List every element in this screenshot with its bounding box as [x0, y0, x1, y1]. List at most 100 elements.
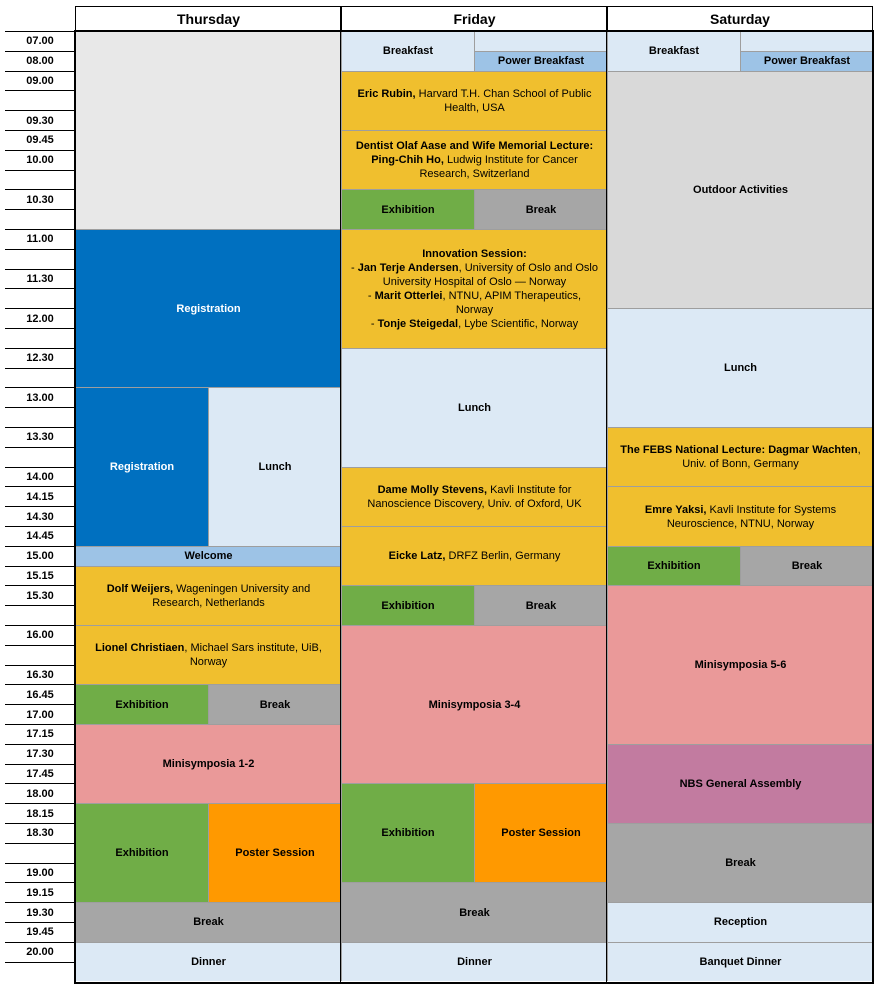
- time-label: [5, 288, 75, 309]
- event-label: Break: [725, 856, 756, 870]
- schedule-event: Breakfast: [607, 31, 740, 71]
- event-title: Dinner: [457, 956, 492, 969]
- schedule-event: [740, 31, 873, 51]
- event-label: Exhibition: [115, 846, 168, 860]
- schedule-event: Break: [474, 585, 607, 625]
- time-label: 15.00: [5, 545, 75, 566]
- schedule-event: Emre Yaksi, Kavli Institute for Systems …: [607, 486, 873, 546]
- time-label: 16.00: [5, 625, 75, 645]
- divider-thursday-friday: [340, 6, 341, 984]
- event-title: Break: [791, 560, 823, 573]
- time-label: 16.45: [5, 684, 75, 705]
- schedule-event: Break: [474, 189, 607, 229]
- schedule-event: Lunch: [341, 347, 607, 467]
- schedule-event: Lunch: [607, 308, 873, 427]
- schedule-event: Exhibition: [75, 684, 208, 724]
- schedule-event: Power Breakfast: [740, 50, 873, 71]
- time-label: 17.15: [5, 724, 75, 744]
- time-label: [5, 644, 75, 665]
- event-label: Dolf Weijers, Wageningen University and …: [82, 582, 335, 610]
- event-label: Banquet Dinner: [700, 955, 782, 969]
- event-title: Minisymposia 3-4: [428, 698, 521, 711]
- event-label: Breakfast: [383, 44, 433, 58]
- time-label: [5, 328, 75, 348]
- event-detail: Kavli Institute for Nanoscience Discover…: [367, 483, 582, 510]
- time-label: 08.00: [5, 50, 75, 71]
- event-label: Breakfast: [649, 44, 699, 58]
- event-label: Minisymposia 5-6: [695, 658, 787, 672]
- schedule-event: Minisymposia 1-2: [75, 724, 341, 804]
- time-label: 19.15: [5, 882, 75, 903]
- time-label: 12.30: [5, 347, 75, 368]
- event-detail: Harvard T.H. Chan School of Public Healt…: [415, 87, 592, 114]
- time-label: [5, 90, 75, 111]
- schedule-event: Break: [341, 882, 607, 942]
- schedule-event: Dentist Olaf Aase and Wife Memorial Lect…: [341, 130, 607, 190]
- event-label: Power Breakfast: [764, 54, 850, 68]
- event-label: Poster Session: [501, 826, 580, 840]
- schedule-event: Break: [75, 902, 341, 942]
- time-label: 17.30: [5, 743, 75, 764]
- event-label: Lionel Christiaen, Michael Sars institut…: [82, 641, 335, 669]
- time-label: [5, 169, 75, 190]
- event-title: Break: [725, 857, 756, 870]
- time-label: 13.30: [5, 427, 75, 447]
- time-label: 16.30: [5, 664, 75, 685]
- time-label: 20.00: [5, 941, 75, 962]
- event-title: Registration: [109, 461, 175, 474]
- event-label: Exhibition: [381, 826, 434, 840]
- time-label: [5, 248, 75, 269]
- schedule-event: Exhibition: [75, 803, 208, 903]
- divider-friday-saturday: [606, 6, 607, 984]
- event-title: Minisymposia 5-6: [694, 659, 787, 672]
- time-label: 14.30: [5, 506, 75, 526]
- event-label: Registration: [176, 302, 240, 316]
- day-header-thursday: Thursday: [75, 6, 341, 31]
- event-label: Dentist Olaf Aase and Wife Memorial Lect…: [348, 139, 601, 181]
- time-label: [5, 605, 75, 625]
- event-title: Poster Session: [501, 827, 581, 840]
- schedule-event: Break: [607, 823, 873, 903]
- event-detail: Wageningen University and Research, Neth…: [152, 582, 311, 609]
- event-label: Break: [459, 906, 490, 920]
- schedule-event: Dolf Weijers, Wageningen University and …: [75, 565, 341, 625]
- event-title: Emre Yaksi,: [644, 503, 707, 516]
- time-label: [5, 209, 75, 229]
- event-title: The FEBS National Lecture: Dagmar Wachte…: [620, 444, 858, 457]
- schedule-event: Poster Session: [208, 803, 341, 903]
- time-label: 15.30: [5, 585, 75, 606]
- event-title: Exhibition: [115, 698, 169, 711]
- event-title: Welcome: [184, 550, 233, 563]
- event-affiliation: , NTNU, APIM Therapeutics, Norway: [442, 289, 582, 316]
- schedule-event: Eric Rubin, Harvard T.H. Chan School of …: [341, 70, 607, 130]
- event-label: Break: [792, 559, 823, 573]
- time-label: [5, 367, 75, 388]
- time-label: 19.00: [5, 862, 75, 883]
- event-title: Outdoor Activities: [693, 183, 788, 196]
- event-title: Eric Rubin,: [357, 87, 416, 100]
- event-title: Break: [259, 698, 291, 711]
- event-label: Welcome: [184, 549, 232, 563]
- time-label: 11.00: [5, 229, 75, 249]
- day-header-friday: Friday: [341, 6, 607, 31]
- event-affiliation: -: [351, 261, 358, 274]
- event-title: Break: [525, 203, 557, 216]
- time-label: 10.00: [5, 149, 75, 170]
- event-label: Break: [526, 599, 557, 613]
- event-title: Exhibition: [381, 599, 435, 612]
- event-title: Break: [525, 599, 557, 612]
- time-label: [5, 407, 75, 427]
- event-title: NBS General Assembly: [679, 777, 802, 790]
- event-detail: DRFZ Berlin, Germany: [445, 550, 561, 563]
- event-title: Dolf Weijers,: [106, 582, 174, 595]
- event-detail: , Michael Sars institute, UiB, Norway: [184, 642, 322, 669]
- event-label: Break: [260, 698, 291, 712]
- schedule-event: Break: [208, 684, 341, 724]
- schedule-event: Exhibition: [341, 585, 474, 625]
- schedule-event: Eicke Latz, DRFZ Berlin, Germany: [341, 526, 607, 586]
- event-label: The FEBS National Lecture: Dagmar Wachte…: [614, 443, 867, 471]
- event-title: Eicke Latz,: [388, 550, 446, 563]
- event-title: Minisymposia 1-2: [162, 758, 255, 771]
- event-label: Eric Rubin, Harvard T.H. Chan School of …: [348, 87, 601, 115]
